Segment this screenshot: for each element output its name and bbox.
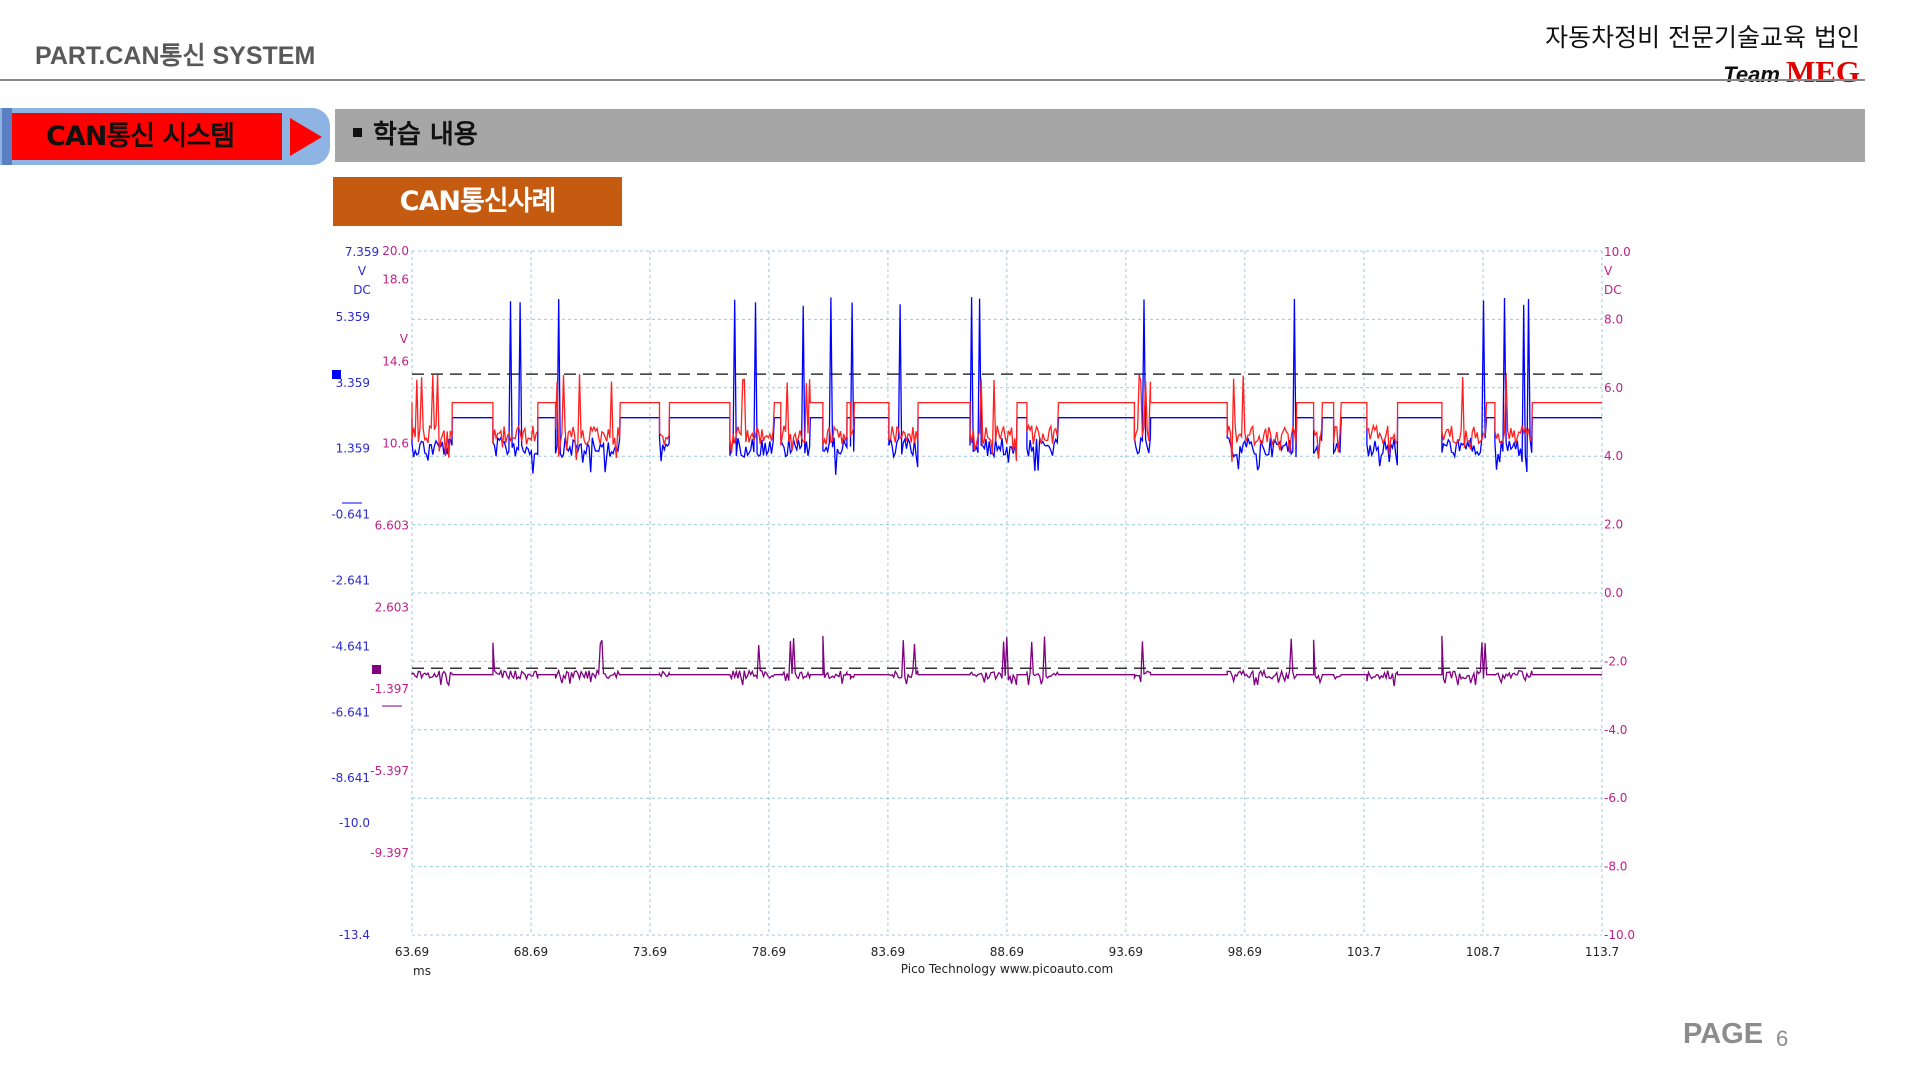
right-axis-tick: 4.0 — [1604, 449, 1623, 463]
mid-axis-tick: 20.0 — [382, 244, 409, 258]
right-axis-tick: -10.0 — [1604, 928, 1635, 942]
mid-axis-tick: 10.6 — [382, 437, 409, 451]
right-axis-tick: 0.0 — [1604, 586, 1623, 600]
left-axis-tick: -13.4 — [339, 928, 370, 942]
mid-axis-tick: -9.397 — [370, 846, 409, 860]
bullet-icon — [353, 128, 362, 137]
right-axis-tick: -8.0 — [1604, 860, 1627, 874]
chart-footer-text: Pico Technology www.picoauto.com — [901, 962, 1113, 976]
right-axis-tick: 8.0 — [1604, 312, 1623, 326]
waveform-channel-b — [411, 374, 1602, 462]
x-axis-tick: 88.69 — [990, 945, 1024, 959]
right-axis-tick: -6.0 — [1604, 791, 1627, 805]
left-axis-tick: -8.641 — [331, 771, 370, 785]
section-tab: CAN통신 시스템 — [0, 108, 330, 165]
team-prefix: Team — [1723, 62, 1780, 87]
page-number: 6 — [1776, 1026, 1789, 1051]
x-axis-tick: 103.7 — [1347, 945, 1381, 959]
mid-axis-tick: -5.397 — [370, 764, 409, 778]
part-title: PART.CAN통신 SYSTEM — [35, 42, 316, 70]
section-label: CAN통신 시스템 — [46, 121, 235, 152]
left-axis-tick: 1.359 — [336, 442, 370, 456]
mid-axis-tick: 6.603 — [375, 518, 409, 532]
org-name: 자동차정비 전문기술교육 법인 — [1545, 23, 1860, 52]
mid-axis-tick: 2.603 — [375, 600, 409, 614]
right-axis-unit: 10.0 — [1604, 245, 1631, 259]
arrow-right-icon — [290, 118, 322, 156]
mid-axis-tick: 14.6 — [382, 355, 409, 369]
right-axis-tick: 6.0 — [1604, 381, 1623, 395]
left-axis-unit: DC — [353, 283, 371, 297]
x-axis-tick: 98.69 — [1228, 945, 1262, 959]
topic-label: 학습 내용 — [373, 120, 478, 150]
waveform-channel-c — [411, 635, 1602, 688]
right-axis-tick: -4.0 — [1604, 723, 1627, 737]
left-axis-unit: V — [358, 264, 367, 278]
x-axis-tick: 93.69 — [1109, 945, 1143, 959]
channel-a-marker — [332, 370, 341, 379]
left-axis-tick: 3.359 — [336, 376, 370, 390]
x-axis-tick: 108.7 — [1466, 945, 1500, 959]
case-label: CAN통신사례 — [333, 177, 622, 226]
x-axis-tick: 78.69 — [752, 945, 786, 959]
section-tab-edge — [2, 108, 12, 165]
left-axis-tick: -10.0 — [339, 816, 370, 830]
org-header: 자동차정비 전문기술교육 법인 Team MEG — [1545, 18, 1860, 90]
topic-bar: 학습 내용 — [335, 109, 1865, 162]
mid-axis-tick: 18.6 — [382, 273, 409, 287]
mid-axis-unit: V — [400, 332, 409, 346]
x-axis-tick: 113.7 — [1585, 945, 1619, 959]
team-logo: Team MEG — [1545, 54, 1860, 90]
left-axis-tick: -4.641 — [331, 639, 370, 653]
x-axis-tick: 83.69 — [871, 945, 905, 959]
section-tab-fill — [12, 113, 282, 160]
left-axis-unit: 7.359 — [345, 245, 379, 259]
x-axis-tick: 68.69 — [514, 945, 548, 959]
left-axis-tick: -0.641 — [331, 508, 370, 522]
x-axis-label: ms — [413, 964, 431, 978]
left-axis-tick: -2.641 — [331, 573, 370, 587]
left-axis-tick: -6.641 — [331, 705, 370, 719]
mid-axis-tick: -1.397 — [370, 682, 409, 696]
left-axis-tick: 5.359 — [336, 310, 370, 324]
right-axis-tick: 2.0 — [1604, 518, 1623, 532]
right-axis-tick: -2.0 — [1604, 654, 1627, 668]
right-axis-unit: V — [1604, 264, 1613, 278]
x-axis-tick: 73.69 — [633, 945, 667, 959]
team-name: MEG — [1785, 54, 1860, 89]
right-axis-unit: DC — [1604, 283, 1622, 297]
x-axis-tick: 63.69 — [395, 945, 429, 959]
header-divider — [0, 79, 1865, 81]
page-label: PAGE — [1683, 1018, 1764, 1050]
channel-c-marker — [372, 665, 381, 674]
